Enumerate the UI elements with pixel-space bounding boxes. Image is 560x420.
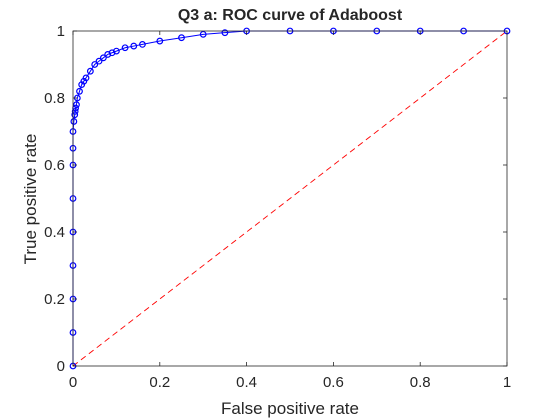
roc-point-marker — [71, 111, 79, 119]
y-axis-label: True positive rate — [21, 134, 40, 265]
y-tick-label: 0.6 — [44, 157, 65, 174]
roc-point-marker — [199, 30, 207, 38]
roc-point-marker — [73, 101, 80, 109]
x-axis-ticks: 0 0.2 0.4 0.6 0.8 1 — [69, 31, 511, 391]
roc-point-marker — [121, 44, 129, 52]
roc-point-marker — [104, 51, 112, 58]
roc-point-marker — [99, 54, 107, 62]
x-tick-label: 0.2 — [149, 374, 170, 391]
y-tick-label: 0.8 — [44, 90, 65, 107]
x-tick-label: 0.4 — [236, 374, 257, 391]
plot-frame — [72, 30, 508, 367]
roc-point-marker — [108, 49, 116, 57]
roc-point-marker — [178, 34, 185, 42]
roc-point-marker — [91, 61, 99, 68]
roc-point-marker — [86, 67, 94, 75]
roc-point-marker — [76, 87, 83, 95]
roc-point-marker — [95, 57, 103, 65]
y-tick-label: 0.2 — [44, 291, 65, 308]
y-tick-label: 0.4 — [44, 224, 65, 241]
x-axis-label: False positive rate — [221, 399, 359, 418]
roc-point-marker — [112, 47, 120, 55]
roc-point-marker — [221, 29, 229, 37]
y-axis-ticks: 0 0.2 0.4 0.6 0.8 1 — [44, 23, 507, 375]
y-tick-label: 1 — [57, 23, 65, 40]
roc-point-marker — [71, 107, 79, 115]
x-tick-label: 1 — [503, 374, 511, 391]
roc-point-marker — [70, 118, 78, 125]
x-tick-label: 0.8 — [410, 374, 431, 391]
chart-title: Q3 a: ROC curve of Adaboost — [178, 7, 403, 24]
x-tick-label: 0 — [69, 374, 77, 391]
roc-point-marker — [130, 42, 138, 50]
y-tick-label: 0 — [57, 358, 65, 375]
diagonal-reference-line — [72, 30, 508, 367]
roc-point-marker — [156, 37, 164, 45]
roc-point-marker — [82, 74, 90, 82]
x-tick-label: 0.6 — [323, 374, 344, 391]
roc-point-marker — [139, 41, 146, 48]
